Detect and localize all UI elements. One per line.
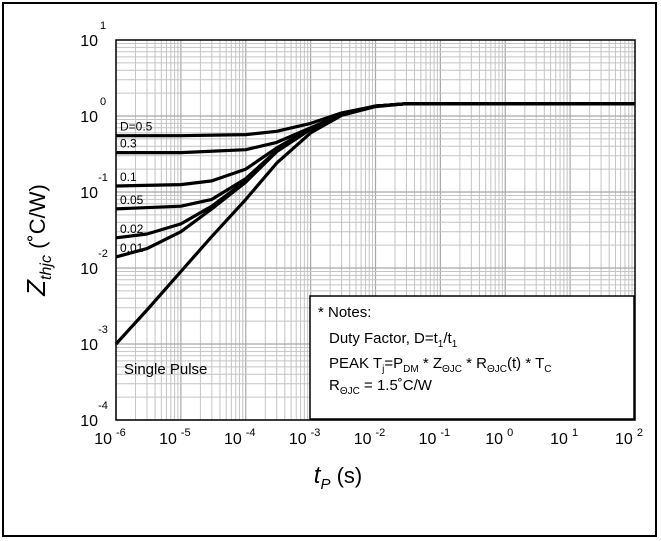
y-tick-exponent: 0 <box>100 96 106 108</box>
notes-line-duty-factor: Duty Factor, D=t1/t1 <box>329 330 458 350</box>
y-tick-exponent: -3 <box>98 324 108 336</box>
chart-frame <box>2 2 657 537</box>
series-label: 0.02 <box>120 222 144 236</box>
series-label: Single Pulse <box>124 361 207 378</box>
notes-line-rthjc: RΘJC = 1.5˚C/W <box>329 377 433 397</box>
tick-labels: 10 -6 10 -5 10 -4 10 -3 10 -2 10 -1 10 0 10 1 10 210-410-… <box>80 20 643 448</box>
x-axis-title: tP (s) <box>314 462 362 493</box>
curve-labels: D=0.5 0.3 0.1 0.05 0.02 0.01 Single Pulse <box>120 120 207 379</box>
notes-box: * Notes: Duty Factor, D=t1/t1 PEAK Tj=PD… <box>309 295 635 420</box>
y-tick-exponent: -1 <box>98 172 108 184</box>
series-label: 0.01 <box>120 241 144 255</box>
x-tick-label: 10 -3 <box>289 427 321 448</box>
curves <box>114 102 635 346</box>
series-label: 0.3 <box>120 137 137 151</box>
x-tick-label: 10 2 <box>615 427 643 448</box>
plot-area <box>115 39 636 421</box>
series-label: 0.05 <box>120 193 144 207</box>
y-tick-label: 10 <box>80 33 98 50</box>
x-tick-label: 10 -5 <box>159 427 191 448</box>
y-axis-title: Zthjc (˚C/W) <box>21 184 55 297</box>
x-tick-label: 10 -6 <box>94 427 126 448</box>
x-tick-label: 10 -4 <box>224 427 256 448</box>
notes-title: * Notes: <box>318 304 371 321</box>
x-tick-label: 10 -2 <box>354 427 386 448</box>
y-tick-exponent: -4 <box>98 400 108 412</box>
y-tick-exponent: -2 <box>98 248 108 260</box>
x-tick-label: 10 1 <box>550 427 578 448</box>
series-label: 0.1 <box>120 170 137 184</box>
notes-box-border <box>309 295 635 420</box>
notes-line-peak: PEAK Tj=PDM * ZΘJC * RΘJC(t) * TC <box>329 355 551 375</box>
y-tick-label: 10 <box>80 337 98 354</box>
series-line <box>114 102 635 346</box>
x-tick-label: 10 -1 <box>419 427 451 448</box>
y-tick-label: 10 <box>80 413 98 430</box>
series-label: D=0.5 <box>120 120 153 134</box>
y-tick-label: 10 <box>80 185 98 202</box>
y-tick-exponent: 1 <box>100 20 106 32</box>
y-tick-label: 10 <box>80 109 98 126</box>
y-tick-label: 10 <box>80 261 98 278</box>
x-tick-label: 10 0 <box>485 427 513 448</box>
